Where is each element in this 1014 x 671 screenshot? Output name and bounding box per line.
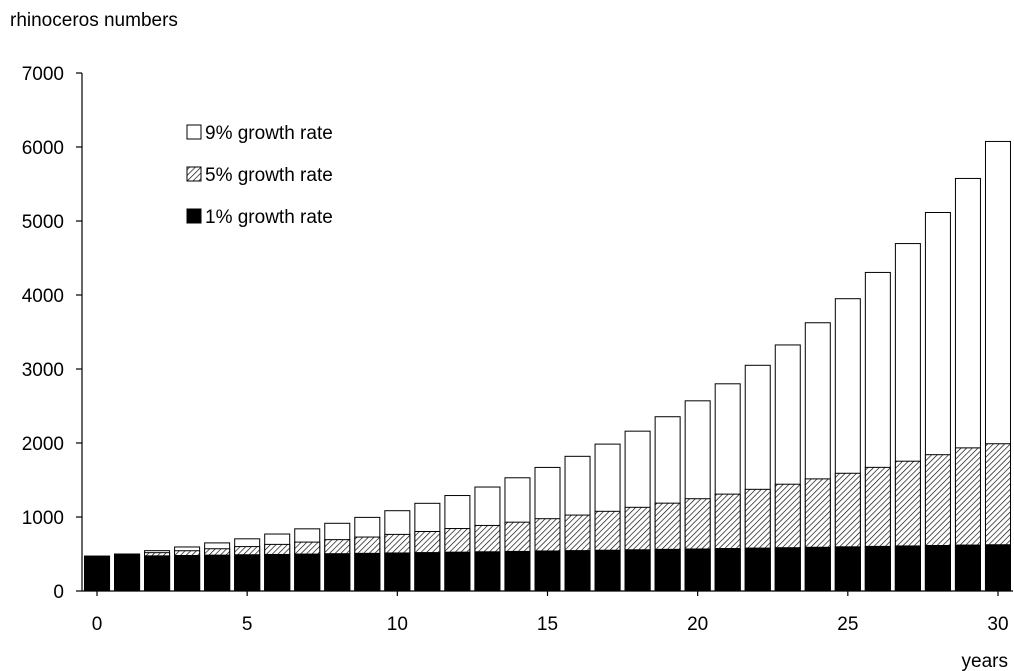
y-tick-label: 6000 xyxy=(22,138,64,159)
bar-black-8 xyxy=(324,553,351,592)
x-tick-label: 25 xyxy=(837,614,858,635)
bar-black-22 xyxy=(744,547,771,592)
x-tick-label: 30 xyxy=(987,614,1008,635)
bar-black-4 xyxy=(204,554,231,592)
legend: 9% growth rate 5% growth rate 1% growth ra… xyxy=(186,123,333,228)
ticks: 0 1000 2000 3000 4000 5000 6000 7000 0 5 10 15 20 25 3… xyxy=(22,64,1009,635)
bar-black-18 xyxy=(624,549,651,592)
bar-black-14 xyxy=(504,550,531,592)
bar-black-29 xyxy=(954,544,981,592)
bar-black-2 xyxy=(144,555,171,592)
bar-black-23 xyxy=(774,547,801,592)
y-tick-label: 0 xyxy=(53,582,64,603)
bar-black-10 xyxy=(384,552,411,592)
bar-black-27 xyxy=(894,545,921,592)
y-tick-label: 5000 xyxy=(22,212,64,233)
bar-black-21 xyxy=(714,548,741,592)
bar-black-11 xyxy=(414,552,441,592)
bar-black-9 xyxy=(354,552,381,592)
legend-swatch-black xyxy=(186,208,202,224)
bar-black-6 xyxy=(264,553,291,592)
bar-black-25 xyxy=(834,546,861,592)
y-tick-label: 1000 xyxy=(22,508,64,529)
bar-black-26 xyxy=(864,545,891,592)
bar-black-13 xyxy=(474,551,501,592)
bar-black-19 xyxy=(654,548,681,592)
bar-black-16 xyxy=(564,550,591,592)
y-tick-label: 2000 xyxy=(22,434,64,455)
y-tick-label: 4000 xyxy=(22,286,64,307)
bar-black-24 xyxy=(804,546,831,592)
x-tick-label: 5 xyxy=(242,614,253,635)
y-tick-label: 3000 xyxy=(22,360,64,381)
bar-black-7 xyxy=(294,553,321,592)
bar-black-12 xyxy=(444,551,471,592)
x-tick-label: 10 xyxy=(387,614,408,635)
x-tick-label: 0 xyxy=(92,614,103,635)
y-axis-label: rhinoceros numbers xyxy=(10,10,178,31)
bar-black-5 xyxy=(234,554,261,592)
bar-black-1 xyxy=(114,553,141,592)
y-tick-label: 7000 xyxy=(22,64,64,85)
x-tick-label: 20 xyxy=(687,614,708,635)
bar-black-30 xyxy=(984,544,1011,592)
bars xyxy=(84,140,1011,592)
bar-black-17 xyxy=(594,549,621,592)
legend-swatch-hatched xyxy=(186,166,202,182)
legend-label: 9% growth rate xyxy=(205,123,333,144)
legend-label: 1% growth rate xyxy=(205,207,333,228)
bar-black-20 xyxy=(684,548,711,592)
x-axis-label: years xyxy=(962,651,1008,671)
bar-black-15 xyxy=(534,550,561,592)
bar-black-0 xyxy=(84,555,111,592)
legend-label: 5% growth rate xyxy=(205,165,333,186)
x-tick-label: 15 xyxy=(537,614,558,635)
legend-swatch-white xyxy=(186,124,202,140)
bar-black-3 xyxy=(174,554,201,592)
bar-black-28 xyxy=(924,544,951,592)
